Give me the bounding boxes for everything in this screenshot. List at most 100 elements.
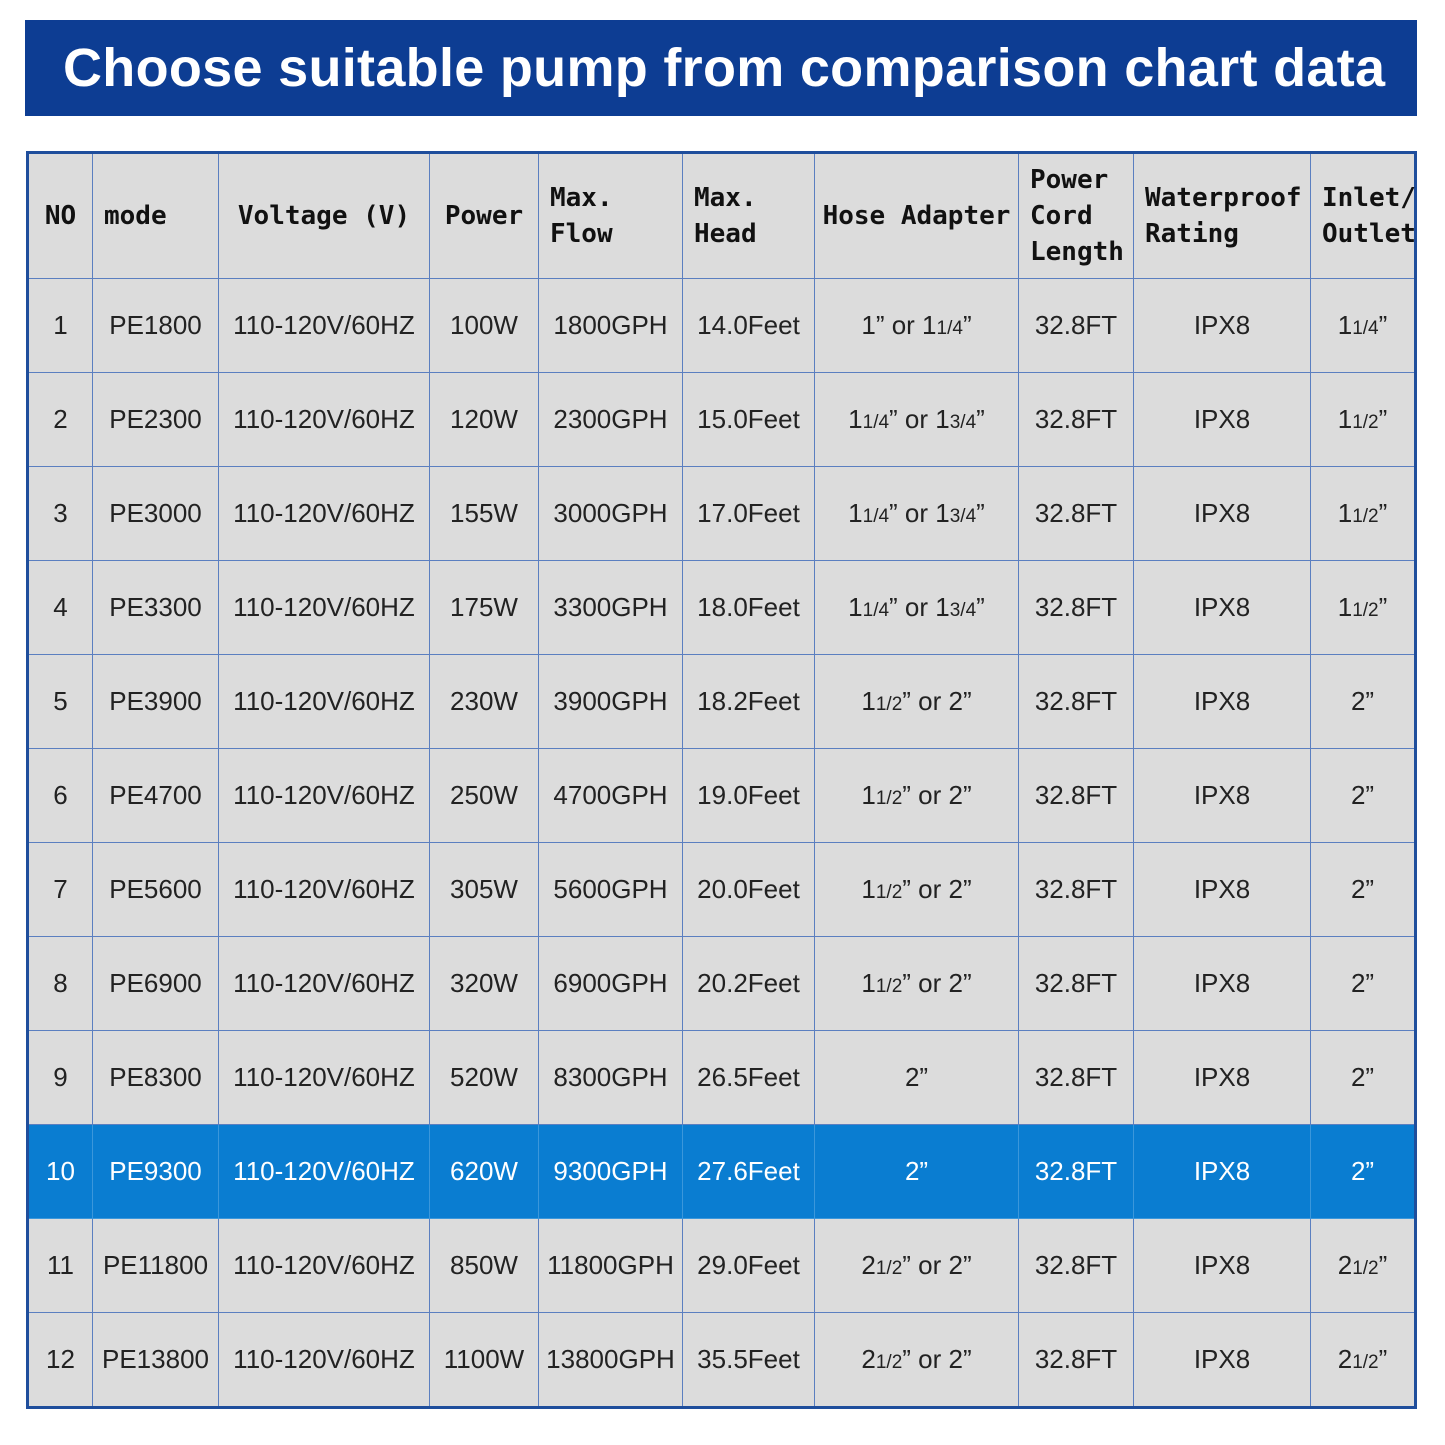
cell-no: 1 xyxy=(27,278,93,373)
table-row: 2 PE2300 110-120V/60HZ 120W 2300GPH 15.0Feet 1… xyxy=(27,372,1416,467)
cell-max-flow: 13800GPH xyxy=(538,1312,683,1408)
pump-comparison-table: NO mode Voltage (V) Power Max. Flow Max. Head Ho… xyxy=(26,151,1417,1409)
cell-power: 850W xyxy=(429,1218,539,1313)
cell-max-head: 35.5Feet xyxy=(682,1312,815,1408)
cell-inlet-outlet: 11/4” xyxy=(1310,278,1416,373)
cell-power: 250W xyxy=(429,748,539,843)
header-max-flow: Max. Flow xyxy=(538,152,683,279)
cell-cord-length: 32.8FT xyxy=(1018,1030,1134,1125)
cell-hose-adapter: 2” xyxy=(814,1124,1019,1219)
cell-no: 7 xyxy=(27,842,93,937)
table-row: 5 PE3900 110-120V/60HZ 230W 3900GPH 18.2Feet 1… xyxy=(27,654,1416,749)
cell-no: 10 xyxy=(27,1124,93,1219)
cell-power: 230W xyxy=(429,654,539,749)
cell-cord-length: 32.8FT xyxy=(1018,1312,1134,1408)
cell-power: 155W xyxy=(429,466,539,561)
cell-max-head: 29.0Feet xyxy=(682,1218,815,1313)
cell-inlet-outlet: 2” xyxy=(1310,748,1416,843)
cell-max-flow: 2300GPH xyxy=(538,372,683,467)
cell-model: PE13800 xyxy=(92,1312,219,1408)
cell-voltage: 110-120V/60HZ xyxy=(218,1124,430,1219)
cell-hose-adapter: 2” xyxy=(814,1030,1019,1125)
cell-model: PE5600 xyxy=(92,842,219,937)
cell-cord-length: 32.8FT xyxy=(1018,1218,1134,1313)
cell-power: 120W xyxy=(429,372,539,467)
cell-max-flow: 4700GPH xyxy=(538,748,683,843)
cell-waterproof-rating: IPX8 xyxy=(1133,1030,1311,1125)
cell-max-head: 27.6Feet xyxy=(682,1124,815,1219)
cell-cord-length: 32.8FT xyxy=(1018,842,1134,937)
header-power: Power xyxy=(429,152,539,279)
table-row: 11 PE11800 110-120V/60HZ 850W 11800GPH 29.0Fe… xyxy=(27,1218,1416,1313)
cell-power: 320W xyxy=(429,936,539,1031)
cell-voltage: 110-120V/60HZ xyxy=(218,748,430,843)
cell-voltage: 110-120V/60HZ xyxy=(218,372,430,467)
cell-max-head: 19.0Feet xyxy=(682,748,815,843)
cell-max-flow: 3300GPH xyxy=(538,560,683,655)
cell-max-head: 20.0Feet xyxy=(682,842,815,937)
cell-waterproof-rating: IPX8 xyxy=(1133,372,1311,467)
cell-no: 4 xyxy=(27,560,93,655)
cell-voltage: 110-120V/60HZ xyxy=(218,466,430,561)
header-waterproof-rating: Waterproof Rating xyxy=(1133,152,1311,279)
cell-inlet-outlet: 11/2” xyxy=(1310,560,1416,655)
cell-voltage: 110-120V/60HZ xyxy=(218,654,430,749)
cell-cord-length: 32.8FT xyxy=(1018,936,1134,1031)
cell-voltage: 110-120V/60HZ xyxy=(218,560,430,655)
cell-inlet-outlet: 11/2” xyxy=(1310,372,1416,467)
header-inlet-outlet: Inlet/Outlet xyxy=(1310,152,1416,279)
table-row: 1 PE1800 110-120V/60HZ 100W 1800GPH 14.0Feet 1… xyxy=(27,278,1416,373)
cell-hose-adapter: 11/4” or 13/4” xyxy=(814,560,1019,655)
cell-no: 12 xyxy=(27,1312,93,1408)
cell-voltage: 110-120V/60HZ xyxy=(218,1030,430,1125)
cell-max-head: 18.2Feet xyxy=(682,654,815,749)
cell-waterproof-rating: IPX8 xyxy=(1133,654,1311,749)
cell-max-flow: 11800GPH xyxy=(538,1218,683,1313)
cell-hose-adapter: 11/2” or 2” xyxy=(814,748,1019,843)
cell-no: 9 xyxy=(27,1030,93,1125)
cell-no: 2 xyxy=(27,372,93,467)
cell-max-head: 26.5Feet xyxy=(682,1030,815,1125)
cell-power: 520W xyxy=(429,1030,539,1125)
cell-no: 3 xyxy=(27,466,93,561)
cell-power: 100W xyxy=(429,278,539,373)
cell-waterproof-rating: IPX8 xyxy=(1133,1312,1311,1408)
cell-power: 620W xyxy=(429,1124,539,1219)
cell-power: 175W xyxy=(429,560,539,655)
cell-power: 1100W xyxy=(429,1312,539,1408)
cell-voltage: 110-120V/60HZ xyxy=(218,1218,430,1313)
cell-inlet-outlet: 21/2” xyxy=(1310,1218,1416,1313)
cell-power: 305W xyxy=(429,842,539,937)
table-row: 8 PE6900 110-120V/60HZ 320W 6900GPH 20.2Feet 1… xyxy=(27,936,1416,1031)
header-row: NO mode Voltage (V) Power Max. Flow Max. Head Ho… xyxy=(27,152,1416,279)
cell-hose-adapter: 11/2” or 2” xyxy=(814,936,1019,1031)
cell-inlet-outlet: 2” xyxy=(1310,654,1416,749)
cell-model: PE2300 xyxy=(92,372,219,467)
cell-max-flow: 3900GPH xyxy=(538,654,683,749)
cell-hose-adapter: 21/2” or 2” xyxy=(814,1218,1019,1313)
cell-max-head: 17.0Feet xyxy=(682,466,815,561)
cell-waterproof-rating: IPX8 xyxy=(1133,1124,1311,1219)
cell-no: 5 xyxy=(27,654,93,749)
cell-inlet-outlet: 2” xyxy=(1310,1124,1416,1219)
cell-no: 8 xyxy=(27,936,93,1031)
cell-waterproof-rating: IPX8 xyxy=(1133,560,1311,655)
table-row-highlighted: 10 PE9300 110-120V/60HZ 620W 9300GPH 27.6Feet… xyxy=(27,1124,1416,1219)
cell-waterproof-rating: IPX8 xyxy=(1133,466,1311,561)
cell-max-head: 14.0Feet xyxy=(682,278,815,373)
cell-waterproof-rating: IPX8 xyxy=(1133,936,1311,1031)
table-row: 9 PE8300 110-120V/60HZ 520W 8300GPH 26.5Feet 2… xyxy=(27,1030,1416,1125)
header-no: NO xyxy=(27,152,93,279)
cell-hose-adapter: 21/2” or 2” xyxy=(814,1312,1019,1408)
cell-voltage: 110-120V/60HZ xyxy=(218,1312,430,1408)
cell-waterproof-rating: IPX8 xyxy=(1133,842,1311,937)
cell-cord-length: 32.8FT xyxy=(1018,748,1134,843)
cell-no: 6 xyxy=(27,748,93,843)
cell-voltage: 110-120V/60HZ xyxy=(218,936,430,1031)
header-voltage: Voltage (V) xyxy=(218,152,430,279)
cell-no: 11 xyxy=(27,1218,93,1313)
cell-model: PE3000 xyxy=(92,466,219,561)
cell-hose-adapter: 11/2” or 2” xyxy=(814,842,1019,937)
cell-max-head: 18.0Feet xyxy=(682,560,815,655)
cell-inlet-outlet: 21/2” xyxy=(1310,1312,1416,1408)
